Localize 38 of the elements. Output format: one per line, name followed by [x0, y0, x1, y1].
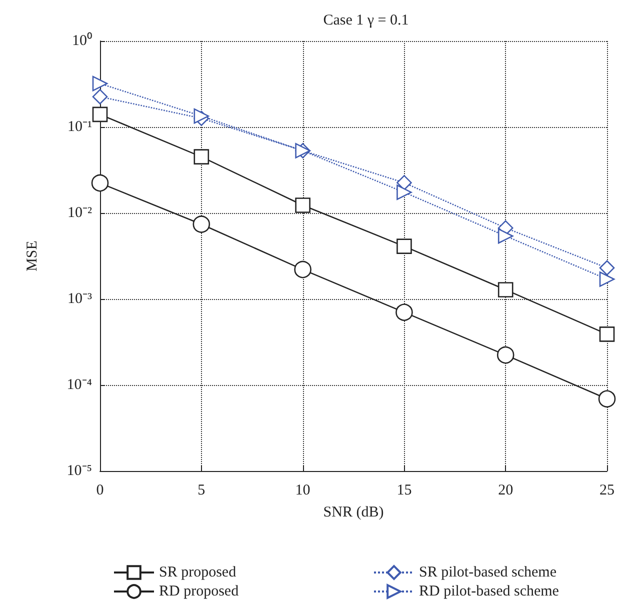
x-tick-label: 10 [295, 482, 310, 498]
point [194, 149, 210, 164]
point [91, 174, 109, 192]
x-tick-label: 20 [498, 482, 514, 498]
legend-label: SR proposed [159, 564, 237, 580]
point [599, 260, 615, 276]
point [295, 198, 310, 213]
point [498, 282, 514, 298]
y-axis-title: MSE [24, 240, 40, 272]
chart-title: Case 1 γ = 0.1 [323, 12, 409, 28]
point [599, 272, 615, 287]
y-tick-label: 10⁰ [72, 32, 92, 49]
y-tick-label: 10⁻¹ [68, 119, 92, 135]
x-axis-title: SNR (dB) [323, 504, 384, 520]
point [599, 326, 615, 342]
point [396, 175, 412, 190]
y-tick-label: 10⁻² [68, 205, 92, 221]
legend-label: SR pilot-based scheme [419, 564, 557, 580]
x-tick-label: 0 [96, 482, 104, 498]
point [396, 184, 412, 200]
y-tick-label: 10⁻⁵ [66, 463, 92, 479]
point [92, 76, 108, 92]
point [498, 228, 514, 244]
point [92, 89, 108, 104]
x-tick-label: 15 [396, 482, 412, 498]
point [192, 216, 210, 233]
x-tick-label: 25 [600, 482, 614, 498]
point [496, 346, 514, 364]
point [92, 106, 108, 122]
point [396, 238, 412, 254]
point [598, 390, 616, 408]
y-tick-label: 10⁻³ [68, 291, 92, 307]
y-tick-label: 10⁻⁴ [66, 377, 92, 393]
x-tick-label: 5 [198, 482, 206, 498]
point [396, 304, 413, 321]
point [294, 260, 312, 278]
legend-label: RD proposed [159, 584, 240, 600]
legend-label: RD pilot-based scheme [419, 584, 560, 600]
